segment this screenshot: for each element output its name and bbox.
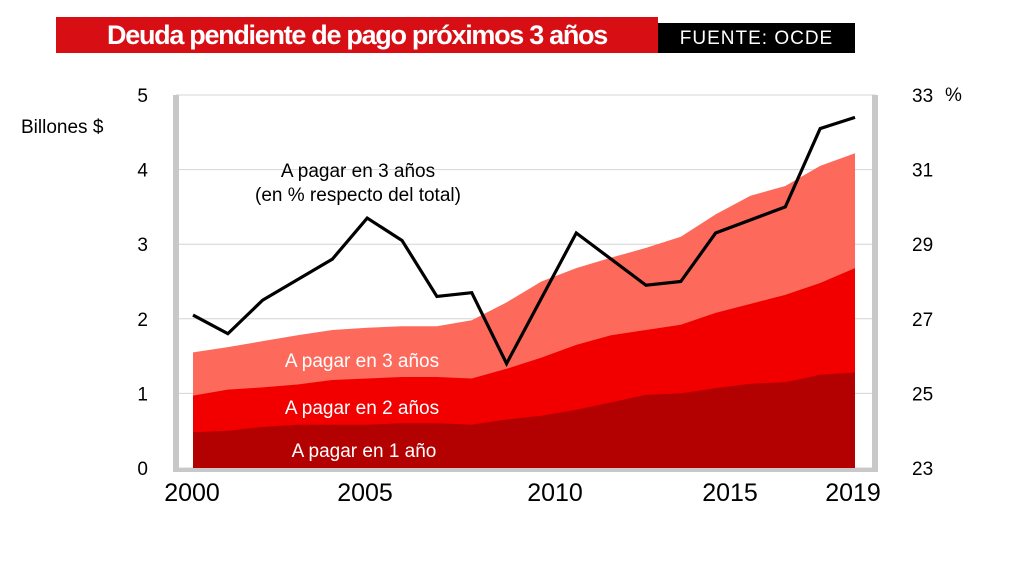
axes xyxy=(173,95,878,472)
y-left-tick-label: 4 xyxy=(137,161,148,182)
y-right-tick-label: 27 xyxy=(912,310,933,331)
right-axis-bar xyxy=(872,95,878,470)
y-right-tick-label: 31 xyxy=(912,161,933,182)
area-label-2-years: A pagar en 2 años xyxy=(285,398,439,419)
line-label-sub: (en % respecto del total) xyxy=(255,185,461,206)
x-tick-label: 2005 xyxy=(337,479,393,507)
x-tick-label: 2000 xyxy=(164,479,220,507)
percent-line-series xyxy=(192,115,856,368)
y-right-tick-label: 25 xyxy=(912,384,933,405)
y-right-tick-label: 23 xyxy=(912,459,933,480)
series-labels: A pagar en 3 años A pagar en 2 años A paga… xyxy=(255,161,461,462)
y-right-tick-label: 33 xyxy=(912,86,933,107)
area-label-3-years: A pagar en 3 años xyxy=(285,351,439,372)
y-right-tick-label: 29 xyxy=(912,235,933,256)
bottom-axis-bar xyxy=(173,468,878,472)
right-axis-unit: % xyxy=(945,85,962,106)
x-tick-label: 2019 xyxy=(825,479,881,507)
left-axis-title: Billones $ xyxy=(21,117,104,138)
line-label: A pagar en 3 años xyxy=(281,161,435,182)
y-left-tick-label: 3 xyxy=(137,235,148,256)
x-tick-label: 2010 xyxy=(527,479,583,507)
source-label: FUENTE: OCDE xyxy=(658,23,855,53)
chart-title: Deuda pendiente de pago próximos 3 años xyxy=(56,17,658,53)
left-axis-bar xyxy=(173,95,179,470)
y-left-tick-label: 2 xyxy=(137,310,148,331)
stacked-areas xyxy=(193,153,855,469)
y-left-tick-label: 0 xyxy=(137,459,148,480)
x-tick-label: 2015 xyxy=(702,479,758,507)
y-left-tick-label: 5 xyxy=(137,86,148,107)
area-label-1-year: A pagar en 1 año xyxy=(292,441,437,462)
y-left-tick-label: 1 xyxy=(137,384,148,405)
area-a-pagar-en-1-a-o xyxy=(193,372,855,468)
percent-line xyxy=(192,115,856,368)
